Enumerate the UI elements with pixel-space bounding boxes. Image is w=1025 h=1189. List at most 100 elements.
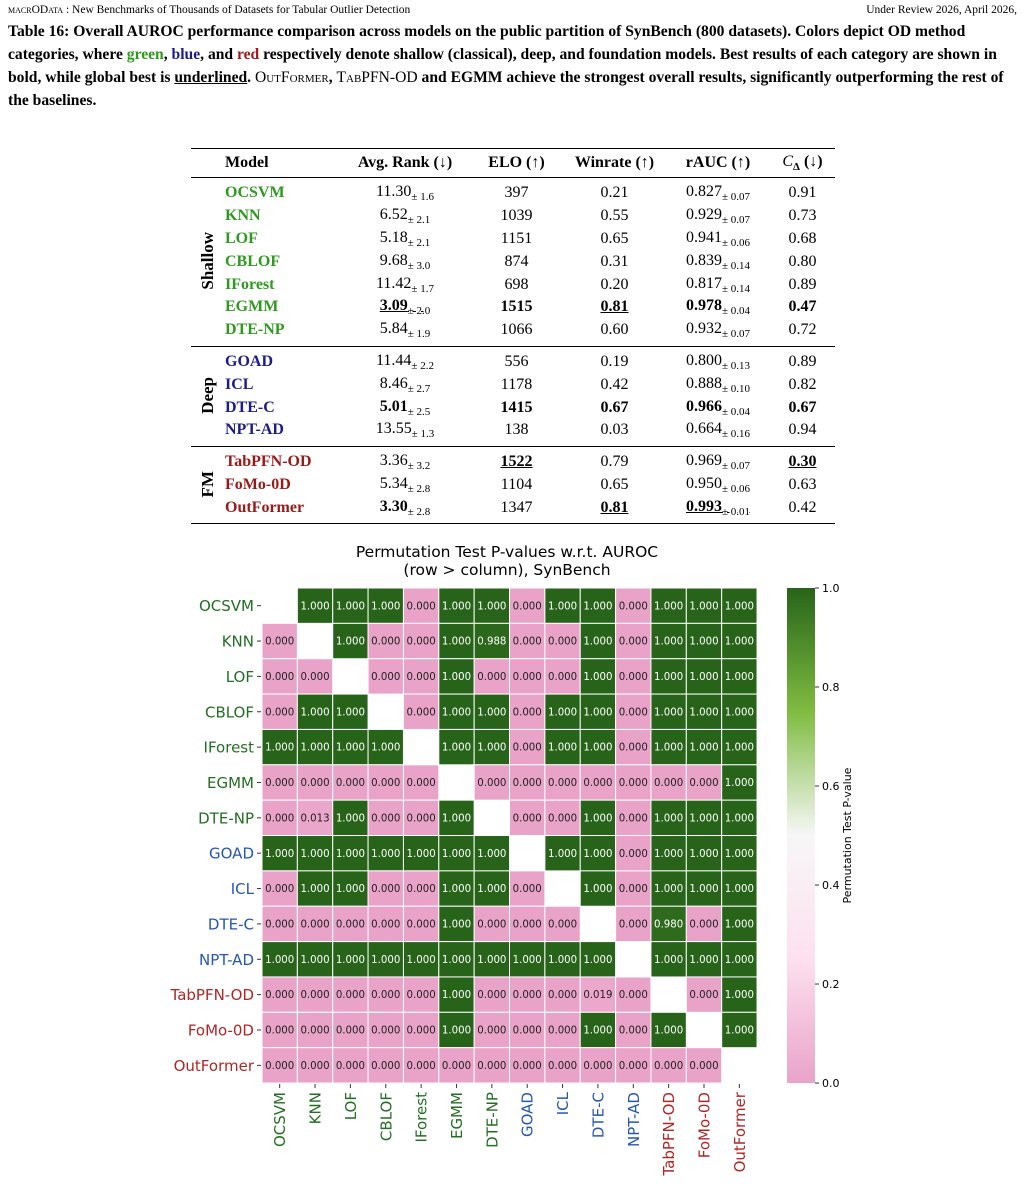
metric-cell: 0.817± 0.14 <box>666 273 770 296</box>
group-label: Deep <box>198 377 217 415</box>
cell-label: 1.000 <box>442 884 471 895</box>
metric-value: 0.42 <box>601 376 629 393</box>
model-row: LOF 5.18± 2.1 1151 0.65 0.941± 0.06 0.68 <box>191 228 835 251</box>
metric-value: 0.800± 0.13 <box>686 352 750 372</box>
value-text: 0.72 <box>788 321 817 339</box>
column-label: IForest <box>413 1092 431 1143</box>
header-brand: macrOData <box>8 4 64 16</box>
value-text: 698 <box>504 275 529 293</box>
cell-label: 1.000 <box>442 1026 471 1037</box>
heatmap-cell <box>544 728 581 766</box>
cell-label: 0.000 <box>407 1026 436 1037</box>
metric-cell: 0.966± 0.04 <box>666 396 770 419</box>
heatmap-chart: Permutation Test P-values w.r.t. AUROC(r… <box>170 543 854 1177</box>
cell-label: 0.000 <box>336 1061 365 1072</box>
cell-label: 0.000 <box>513 1026 542 1037</box>
model-row: CBLOF 9.68± 3.0 874 0.31 0.839± 0.14 0.80 <box>191 250 835 273</box>
heatmap-cell <box>473 658 511 695</box>
std-text: ± 1.3 <box>411 428 435 441</box>
metric-value: 0.20 <box>601 276 629 293</box>
cell-label: 1.000 <box>548 955 577 966</box>
value-text: 0.67 <box>600 398 629 416</box>
cell-label: 1.000 <box>477 743 506 754</box>
cell-label: 1.000 <box>725 884 754 895</box>
cell-label: 0.000 <box>548 920 577 931</box>
value-text: 0.932 <box>685 320 722 338</box>
metric-cell: 0.20 <box>563 273 666 296</box>
model-row: IForest 11.42± 1.7 698 0.20 0.817± 0.14 0.89 <box>191 273 835 296</box>
cell-label: 0.000 <box>407 920 436 931</box>
std-text: ± 0.01 <box>721 505 751 518</box>
value-text: 0.969 <box>685 452 722 470</box>
cell-label: 1.000 <box>583 1026 612 1037</box>
cell-label: 1.000 <box>689 743 718 754</box>
std-text: ± 0.14 <box>721 282 751 295</box>
metric-cell: 0.68 <box>770 228 835 251</box>
heatmap-cell <box>685 1047 723 1084</box>
heatmap-cell <box>721 622 758 660</box>
heatmap-cell <box>509 693 546 730</box>
cell-label: 0.000 <box>265 884 294 895</box>
cell-label: 1.000 <box>265 743 294 754</box>
metric-value: 0.932± 0.07 <box>685 320 751 341</box>
metric-value: 0.966± 0.04 <box>686 398 750 418</box>
colorbar-tick-label: 0.6 <box>822 780 840 793</box>
std-text: ± 2.5 <box>407 405 431 418</box>
metric-cell: 0.91 <box>770 178 835 205</box>
metric-value: 0.67 <box>789 399 817 416</box>
metric-value: 0.91 <box>789 184 817 201</box>
std-text: ± 0.06 <box>721 482 751 495</box>
cell-label: 1.000 <box>654 672 683 683</box>
cell-label: 0.000 <box>300 672 329 683</box>
heatmap-cell <box>367 835 404 872</box>
row-label: OCSVM <box>199 597 254 615</box>
heatmap-cell <box>579 728 617 766</box>
metric-value: 11.44± 2.2 <box>376 352 434 372</box>
cell-label: 1.000 <box>477 955 506 966</box>
model-row: Deep GOAD 11.44± 2.2 556 0.19 0.800± 0.13 0.89 <box>191 346 835 414</box>
metric-value: 0.941± 0.06 <box>686 229 750 249</box>
cell-label: 1.000 <box>689 884 718 895</box>
cell-label: 1.000 <box>689 672 718 683</box>
model-name: LOF <box>225 229 258 247</box>
cell-label: 0.000 <box>513 1061 542 1072</box>
value-text: 0.950 <box>685 474 722 492</box>
heatmap-cell <box>402 764 440 801</box>
colorbar-tick-label: 0.8 <box>822 681 840 694</box>
chart-title: Permutation Test P-values w.r.t. AUROC <box>356 543 658 561</box>
heatmap-cell <box>473 835 511 872</box>
cell-label: 1.000 <box>371 955 400 966</box>
row-label: KNN <box>222 633 254 651</box>
heatmap-cell <box>296 728 334 766</box>
metric-cell: 0.73 <box>770 205 835 228</box>
model-name: NPT-AD <box>225 421 284 439</box>
row-label: LOF <box>226 668 254 686</box>
metric-value: 0.89 <box>789 353 817 370</box>
value-text: 0.47 <box>788 298 817 316</box>
metric-value: 0.21 <box>601 184 629 201</box>
heatmap-cell <box>685 622 723 660</box>
value-text: 1347 <box>500 498 533 516</box>
cell-label: 1.000 <box>442 813 471 824</box>
metric-cell: 397 <box>470 178 563 205</box>
heatmap-cell <box>261 658 298 695</box>
column-label: DTE-C <box>589 1092 607 1138</box>
caption-text: respectively denote shallow (classical),… <box>8 46 997 86</box>
std-text: ± 0.07 <box>721 328 751 341</box>
table-caption: Table 16: Overall AUROC performance comp… <box>8 20 1018 112</box>
std-text: ± 0.07 <box>721 460 751 473</box>
results-table: Model Avg. Rank (↓) ELO (↑) Winrate (↑) rAUC… <box>191 148 835 524</box>
column-header: CΔ (↓) <box>770 148 835 178</box>
heatmap-cell <box>367 1047 404 1084</box>
cell-label: 0.000 <box>477 1026 506 1037</box>
caption-text: Table 16: Overall AUROC performance comp… <box>8 23 966 63</box>
cell-label: 1.000 <box>654 637 683 648</box>
cell-label: 1.000 <box>407 955 436 966</box>
heatmap-cell <box>296 941 334 978</box>
cell-label: 0.000 <box>265 778 294 789</box>
value-text: 1178 <box>500 375 533 393</box>
heatmap-cell <box>579 658 617 695</box>
model-name: DTE-NP <box>225 321 285 339</box>
cell-label: 1.000 <box>442 601 471 612</box>
std-text: ± 0.04 <box>721 305 751 318</box>
